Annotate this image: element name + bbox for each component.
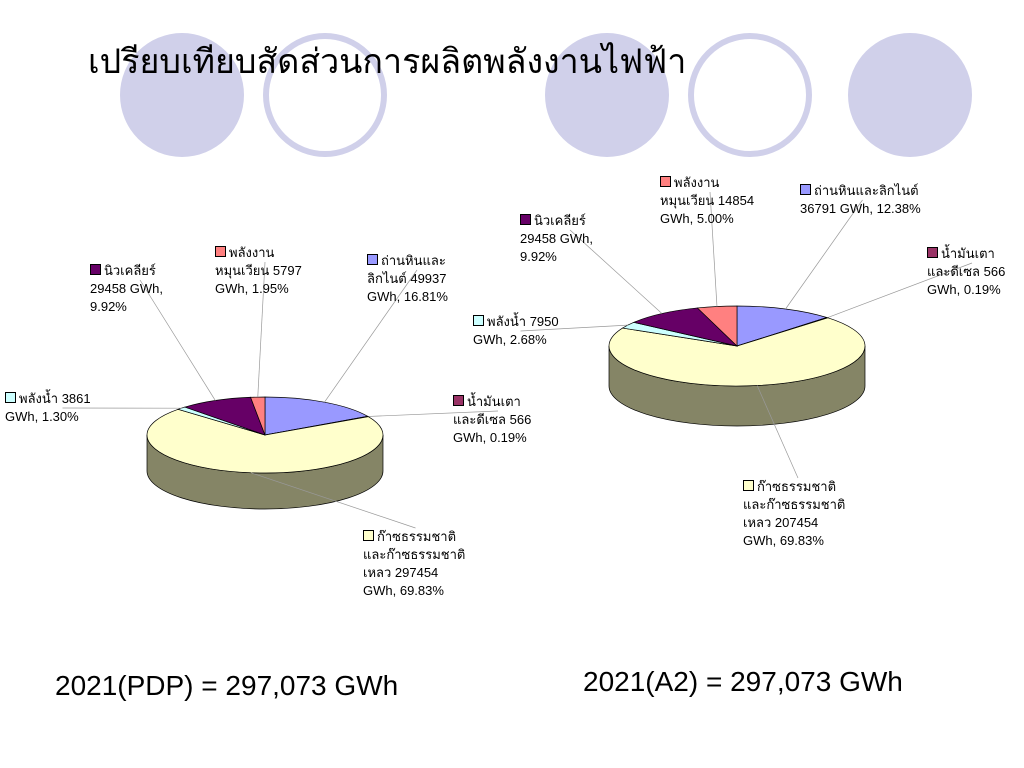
pie-slice — [696, 305, 738, 347]
leader-line — [257, 261, 266, 398]
leader-line — [569, 229, 663, 314]
legend-marker — [800, 184, 811, 195]
value-label: 36791 GWh, 12.38% — [800, 201, 921, 216]
category-label: พลังงานหมุนเวียน — [215, 245, 275, 278]
leader-line — [827, 262, 973, 318]
data-label: ก๊าซธรรมชาติและก๊าซธรรมชาติเหลว 207454 G… — [743, 478, 853, 550]
legend-marker — [927, 247, 938, 258]
category-label: น้ำมันเตาและดีเซล — [453, 394, 521, 427]
category-label: น้ำมันเตาและดีเซล — [927, 246, 995, 279]
pie-slice — [632, 307, 739, 347]
leader-line — [324, 269, 418, 403]
legend-marker — [520, 214, 531, 225]
leader-line — [520, 324, 628, 332]
data-label: พลังงานหมุนเวียน 14854 GWh, 5.00% — [660, 174, 760, 228]
value-label: 14854 GWh, 5.00% — [660, 193, 755, 226]
value-label: 29458 GWh, 9.92% — [90, 281, 163, 314]
leader-line — [250, 472, 416, 529]
value-label: 7950 GWh, 2.68% — [473, 314, 559, 347]
category-label: พลังงานหมุนเวียน — [660, 175, 720, 208]
category-label: พลังน้ำ — [19, 391, 59, 406]
leader-line — [709, 191, 718, 307]
category-label: ถ่านหินและลิกไนต์ — [367, 253, 446, 286]
chart-caption: 2021(A2) = 297,073 GWh — [583, 666, 903, 697]
value-label: 566 GWh, 0.19% — [927, 264, 1006, 297]
value-label: 207454 GWh, 69.83% — [743, 515, 824, 548]
category-label: พลังน้ำ — [487, 314, 527, 329]
pie-slice — [264, 396, 369, 436]
data-label: นิวเคลียร์ 29458 GWh, 9.92% — [90, 262, 190, 316]
leader-line — [785, 199, 863, 310]
legend-marker — [363, 530, 374, 541]
legend-marker — [453, 395, 464, 406]
category-label: นิวเคลียร์ — [534, 213, 586, 228]
category-label: ก๊าซธรรมชาติและก๊าซธรรมชาติเหลว — [743, 479, 846, 530]
leader-line — [139, 279, 216, 401]
value-label: 29458 GWh, 9.92% — [520, 231, 593, 264]
value-label: 5797 GWh, 1.95% — [215, 263, 302, 296]
data-label: นิวเคลียร์ 29458 GWh, 9.92% — [520, 212, 620, 266]
data-label: ก๊าซธรรมชาติและก๊าซธรรมชาติเหลว 297454 G… — [363, 528, 468, 600]
value-label: 566 GWh, 0.19% — [453, 412, 532, 445]
data-label: พลังงานหมุนเวียน 5797 GWh, 1.95% — [215, 244, 315, 298]
data-label: ถ่านหินและลิกไนต์ 49937 GWh, 16.81% — [367, 252, 467, 306]
category-label: ถ่านหินและลิกไนต์ — [814, 183, 919, 198]
legend-marker — [743, 480, 754, 491]
decoration — [120, 33, 972, 157]
data-label: ถ่านหินและลิกไนต์ 36791 GWh, 12.38% — [800, 182, 925, 218]
leader-line — [368, 410, 499, 417]
legend-marker — [215, 246, 226, 257]
legend-marker — [90, 264, 101, 275]
data-label: พลังน้ำ 3861 GWh, 1.30% — [5, 390, 120, 426]
value-label: 49937 GWh, 16.81% — [367, 271, 448, 304]
value-label: 3861 GWh, 1.30% — [5, 391, 91, 424]
data-label: พลังน้ำ 7950 GWh, 2.68% — [473, 313, 568, 349]
legend-marker — [473, 315, 484, 326]
data-label: น้ำมันเตาและดีเซล 566 GWh, 0.19% — [453, 393, 543, 447]
legend-marker — [367, 254, 378, 265]
pie-slice — [250, 396, 266, 436]
category-label: นิวเคลียร์ — [104, 263, 156, 278]
value-label: 297454 GWh, 69.83% — [363, 565, 444, 598]
legend-marker — [5, 392, 16, 403]
slide-title: เปรียบเทียบสัดส่วนการผลิตพลังงานไฟฟ้า — [88, 42, 687, 82]
leader-line — [756, 385, 799, 479]
data-label: น้ำมันเตาและดีเซล 566 GWh, 0.19% — [927, 245, 1017, 299]
pie-slice — [736, 305, 828, 347]
category-label: ก๊าซธรรมชาติและก๊าซธรรมชาติเหลว — [363, 529, 466, 580]
pie-slice — [183, 396, 266, 436]
legend-marker — [660, 176, 671, 187]
chart-caption: 2021(PDP) = 297,073 GWh — [55, 670, 399, 701]
